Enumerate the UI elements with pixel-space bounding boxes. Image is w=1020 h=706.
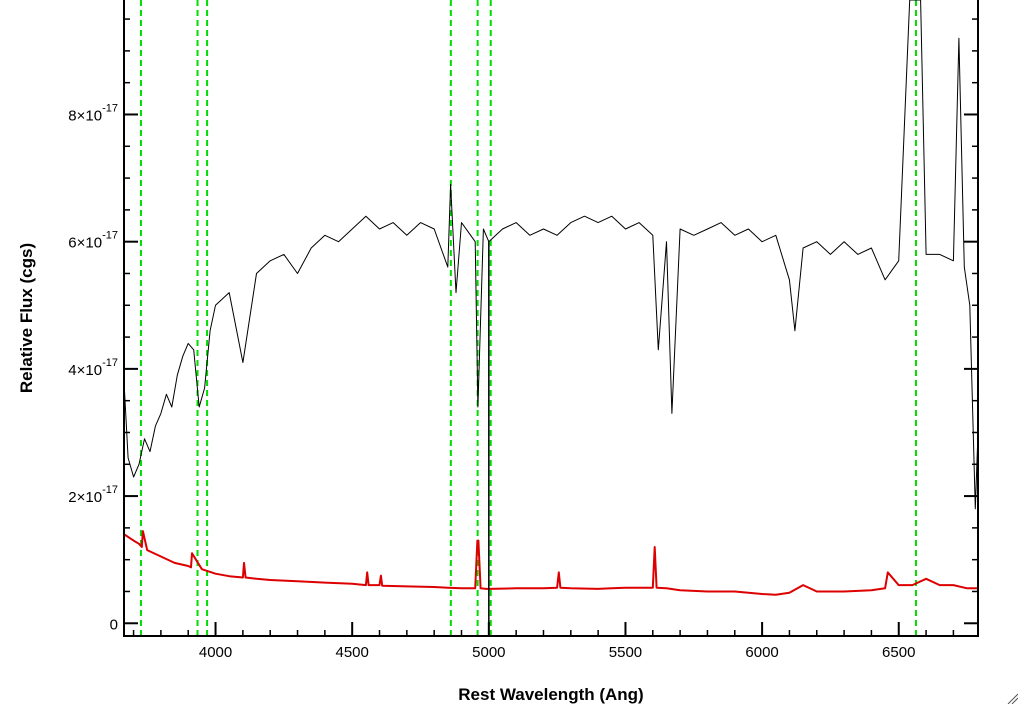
series-line-0: [124, 0, 978, 510]
y-tick-label-2: 4×10-17: [68, 357, 118, 379]
y-axis-title: Relative Flux (cgs): [17, 243, 36, 393]
x-tick-label-4: 6000: [745, 644, 778, 661]
y-axis: 0 2×10-17 4×10-17 6×10-17 8×10-17: [68, 18, 978, 633]
series-line-1: [124, 530, 978, 596]
y-tick-label-0: 0: [110, 616, 118, 633]
x-tick-label-5: 6500: [882, 644, 915, 661]
emission-line-markers: [139, 0, 917, 636]
x-tick-label-2: 5000: [472, 644, 505, 661]
x-tick-label-1: 4500: [336, 644, 369, 661]
x-axis-title: Rest Wavelength (Ang): [458, 685, 643, 704]
plot-frame: [123, 0, 979, 637]
x-tick-label-0: 4000: [199, 644, 232, 661]
y-tick-label-1: 2×10-17: [68, 484, 118, 506]
y-tick-label-4: 8×10-17: [68, 102, 118, 124]
resize-grip-icon[interactable]: [1006, 692, 1018, 704]
x-axis: 4000 4500 5000 5500 6000 6500: [132, 622, 955, 661]
y-tick-label-3: 6×10-17: [68, 230, 118, 252]
x-tick-label-3: 5500: [609, 644, 642, 661]
series-layer: [124, 0, 978, 636]
